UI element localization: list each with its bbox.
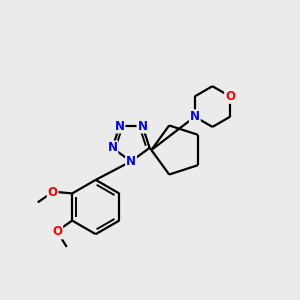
Text: N: N (115, 119, 124, 133)
Text: N: N (190, 110, 200, 123)
Text: N: N (126, 155, 136, 168)
Text: O: O (52, 226, 62, 238)
Text: O: O (225, 90, 235, 103)
Text: O: O (48, 186, 58, 199)
Text: N: N (107, 141, 117, 154)
Text: N: N (137, 119, 148, 133)
